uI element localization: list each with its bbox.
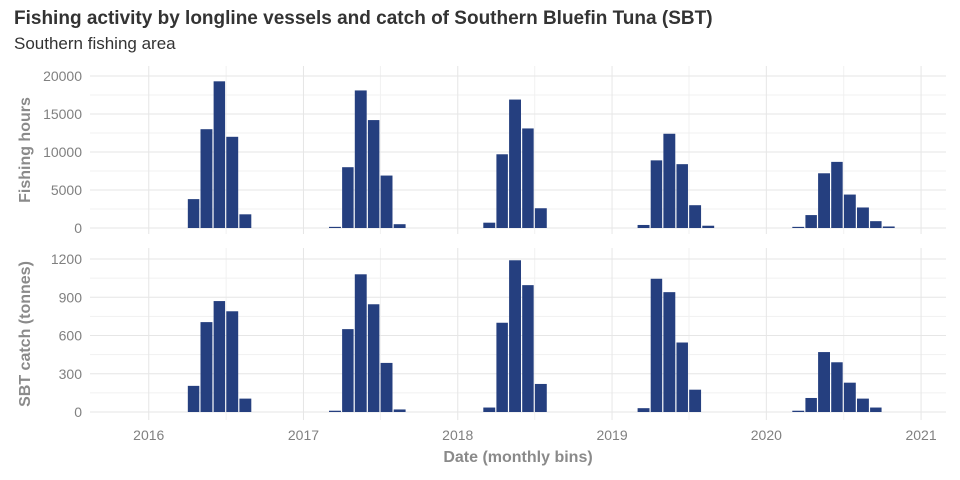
bar	[856, 398, 869, 412]
bar	[843, 382, 856, 412]
bar	[522, 128, 534, 228]
bar	[534, 208, 547, 228]
x-tick-label: 2017	[288, 427, 319, 443]
bar	[239, 398, 252, 412]
bar	[200, 129, 213, 228]
x-tick-label: 2016	[133, 427, 164, 443]
bar	[329, 226, 341, 228]
bar	[226, 136, 239, 228]
bar	[329, 410, 341, 412]
bar	[663, 133, 676, 228]
bar	[831, 161, 843, 228]
bar	[226, 311, 239, 412]
bar	[496, 322, 508, 412]
bar	[882, 226, 895, 228]
y-axis-title: Fishing hours	[17, 97, 34, 203]
y-tick-label: 0	[74, 404, 82, 420]
bar	[637, 408, 650, 412]
y-tick-label: 900	[59, 289, 83, 305]
y-tick-label: 600	[59, 328, 83, 344]
y-axis-title: SBT catch (tonnes)	[17, 261, 34, 407]
bar	[534, 383, 547, 412]
bar	[637, 224, 650, 228]
y-tick-label: 300	[59, 366, 83, 382]
bar	[792, 410, 805, 412]
bar	[870, 221, 882, 228]
y-tick-label: 15000	[43, 106, 82, 122]
bar	[213, 81, 226, 228]
x-tick-label: 2020	[751, 427, 782, 443]
bar	[213, 301, 226, 412]
bar	[805, 397, 817, 412]
bar	[676, 164, 688, 228]
bar	[342, 167, 354, 228]
bar	[380, 175, 393, 228]
bar	[689, 205, 702, 228]
bar	[856, 207, 869, 228]
bar	[200, 322, 213, 412]
bar	[354, 90, 367, 228]
bar	[239, 214, 252, 228]
y-tick-label: 5000	[51, 182, 82, 198]
bar	[676, 342, 688, 412]
bar	[393, 409, 406, 412]
bar	[650, 278, 663, 412]
y-tick-label: 20000	[43, 68, 82, 84]
chart-subtitle: Southern fishing area	[14, 34, 176, 53]
bar	[380, 362, 393, 412]
bar	[509, 99, 521, 228]
bar	[483, 407, 496, 412]
bar	[663, 292, 676, 412]
bar	[818, 352, 830, 412]
bar	[818, 173, 830, 228]
bar	[393, 224, 406, 228]
x-tick-label: 2019	[596, 427, 627, 443]
bar	[831, 362, 843, 412]
bar	[187, 385, 200, 412]
chart-title: Fishing activity by longline vessels and…	[14, 8, 713, 29]
bar	[509, 260, 521, 412]
bar	[650, 160, 663, 228]
bar	[843, 194, 856, 228]
bar	[792, 226, 805, 228]
bar	[496, 154, 508, 228]
y-tick-label: 1200	[51, 251, 82, 267]
bar	[187, 199, 200, 228]
y-tick-label: 10000	[43, 144, 82, 160]
bar	[367, 304, 380, 412]
bar	[483, 222, 496, 228]
bar	[870, 407, 882, 412]
bar	[522, 285, 534, 412]
x-tick-label: 2018	[442, 427, 473, 443]
x-tick-label: 2021	[905, 427, 936, 443]
bar	[367, 120, 380, 228]
bar	[342, 329, 354, 412]
x-axis-title: Date (monthly bins)	[443, 449, 592, 466]
bar	[702, 225, 715, 228]
bar	[354, 274, 367, 412]
y-tick-label: 0	[74, 220, 82, 236]
bar	[805, 215, 817, 228]
bar	[689, 389, 702, 412]
